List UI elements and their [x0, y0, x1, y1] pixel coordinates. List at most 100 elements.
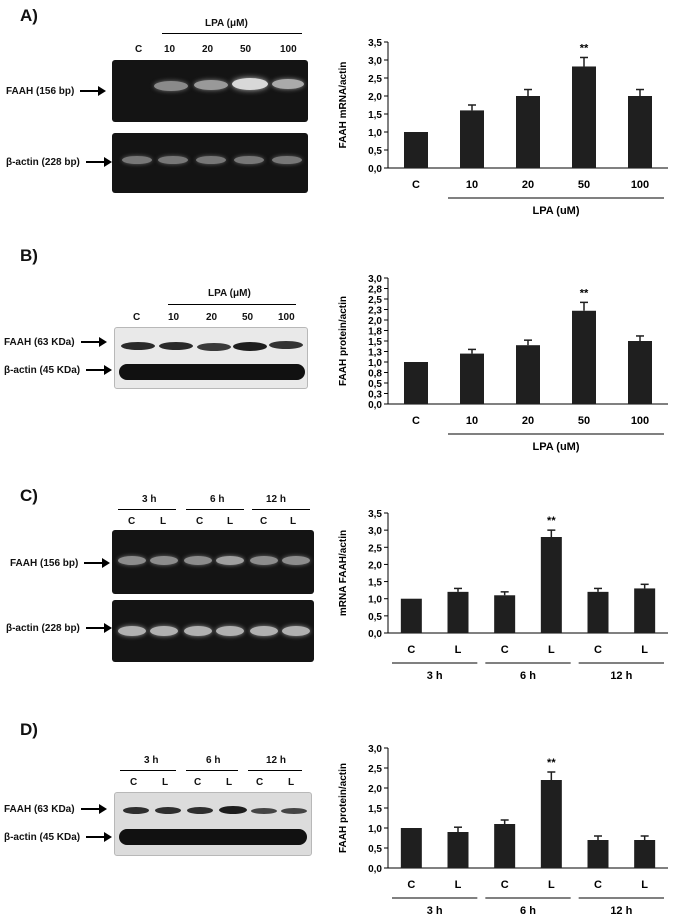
- x-tick-label: L: [455, 879, 462, 891]
- lane-label: C: [260, 516, 268, 527]
- row-label-text: FAAH (156 bp): [6, 86, 75, 97]
- row-label-faah: FAAH (156 bp): [6, 86, 107, 97]
- band: [118, 626, 146, 636]
- bar: [516, 96, 540, 168]
- gel-actin: [112, 600, 314, 662]
- group-line: [118, 509, 176, 510]
- y-tick-label: 2,3: [368, 306, 382, 317]
- x-tick-label: C: [594, 644, 602, 656]
- bar: [628, 341, 652, 404]
- band: [250, 556, 278, 565]
- y-tick-label: 3,5: [368, 38, 382, 49]
- y-tick-label: 1,5: [368, 110, 382, 121]
- band: [219, 806, 247, 814]
- bar: [460, 110, 484, 168]
- y-tick-label: 0,0: [368, 164, 382, 175]
- y-tick-label: 1,8: [368, 327, 382, 338]
- arrow-icon: [85, 623, 112, 634]
- band: [233, 342, 267, 351]
- significance-label: **: [547, 515, 556, 527]
- band: [234, 156, 264, 164]
- lane-label: C: [133, 312, 141, 323]
- band: [250, 626, 278, 636]
- group-label: LPA (uM): [532, 205, 579, 217]
- x-tick-label: L: [548, 644, 555, 656]
- x-tick-label: 100: [631, 415, 649, 427]
- band: [184, 556, 212, 565]
- bar: [540, 780, 562, 868]
- band: [150, 556, 178, 565]
- y-tick-label: 2,0: [368, 784, 382, 795]
- row-label-text: FAAH (156 bp): [10, 558, 79, 569]
- group-label: LPA (uM): [532, 441, 579, 453]
- lane-label: L: [290, 516, 297, 527]
- band: [121, 342, 155, 350]
- y-tick-label: 0,3: [368, 390, 382, 401]
- x-tick-label: L: [641, 879, 648, 891]
- row-label-faah: FAAH (63 KDa): [4, 804, 107, 815]
- panel-label: B): [20, 246, 38, 265]
- bar: [516, 345, 540, 404]
- bar: [447, 832, 469, 868]
- wb-image-b: LPA (μM) C 10 20 50 100 FAAH (63 KDa) β-…: [0, 240, 330, 440]
- bar: [460, 353, 484, 404]
- x-tick-label: 50: [578, 415, 590, 427]
- lane-label: L: [226, 777, 233, 788]
- group-header: LPA (μM): [205, 18, 248, 29]
- lane-label: 50: [242, 312, 254, 323]
- arrow-icon: [85, 157, 112, 168]
- x-tick-label: C: [594, 879, 602, 891]
- band: [232, 78, 268, 90]
- lane-label: 10: [168, 312, 180, 323]
- row-label-faah: FAAH (156 bp): [10, 558, 111, 569]
- bar: [494, 595, 516, 633]
- band: [158, 156, 188, 164]
- bar: [587, 840, 609, 868]
- bar: [494, 824, 516, 868]
- x-tick-label: 10: [466, 415, 478, 427]
- x-tick-label: 20: [522, 179, 534, 191]
- band: [150, 626, 178, 636]
- y-tick-label: 0,8: [368, 369, 382, 380]
- y-tick-label: 1,0: [368, 595, 382, 606]
- band: [216, 556, 244, 565]
- y-axis-label: FAAH protein/actin: [338, 763, 349, 853]
- lane-label: C: [196, 516, 204, 527]
- bar: [400, 598, 422, 633]
- y-tick-label: 0,0: [368, 629, 382, 640]
- lane-label: 20: [202, 44, 214, 55]
- y-tick-label: 2,5: [368, 295, 382, 306]
- significance-label: **: [580, 287, 589, 299]
- band: [184, 626, 212, 636]
- band: [122, 156, 152, 164]
- gel-image-a: C LPA (μM) 10 20 50 100 FAAH (156 bp) β-…: [0, 0, 330, 200]
- group-label: 6 h: [520, 905, 536, 917]
- wb-membrane: [114, 327, 308, 389]
- group-line: [186, 509, 244, 510]
- y-tick-label: 3,0: [368, 274, 382, 285]
- bar: [540, 537, 562, 633]
- y-tick-label: 3,5: [368, 509, 382, 520]
- x-tick-label: C: [407, 644, 415, 656]
- bar: [404, 132, 428, 168]
- band: [187, 807, 213, 814]
- group-label: 12 h: [610, 905, 632, 917]
- band: [251, 808, 277, 814]
- lane-label: L: [162, 777, 169, 788]
- group-label: 3 h: [427, 670, 443, 682]
- bar: [572, 66, 596, 168]
- y-tick-label: 2,0: [368, 560, 382, 571]
- group-line: [248, 770, 302, 771]
- band: [282, 626, 310, 636]
- band: [272, 79, 304, 89]
- band: [119, 829, 307, 845]
- lane-label: C: [194, 777, 202, 788]
- y-axis-label: mRNA FAAH/actin: [338, 530, 349, 616]
- band: [282, 556, 310, 565]
- group-header: 12 h: [266, 755, 287, 766]
- y-tick-label: 1,5: [368, 804, 382, 815]
- group-header: 6 h: [206, 755, 221, 766]
- bar-chart-d: 0,0 0,5 1,0 1,5 2,0 2,5 3,0 FAAH protein/actin C…: [338, 744, 668, 917]
- x-tick-label: L: [455, 644, 462, 656]
- x-tick-label: 10: [466, 179, 478, 191]
